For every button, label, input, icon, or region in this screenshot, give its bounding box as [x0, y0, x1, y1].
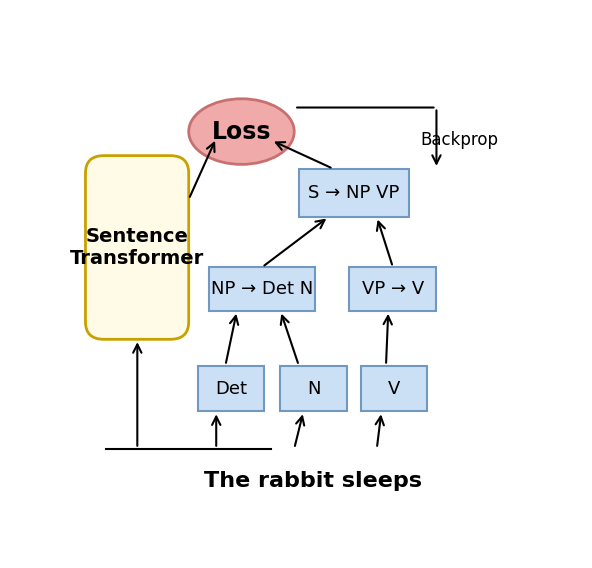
Text: Sentence
Transformer: Sentence Transformer [70, 227, 204, 268]
Text: NP → Det N: NP → Det N [211, 280, 313, 298]
FancyBboxPatch shape [281, 366, 347, 411]
FancyBboxPatch shape [198, 366, 265, 411]
Ellipse shape [189, 99, 294, 164]
Text: V: V [388, 379, 400, 398]
FancyBboxPatch shape [210, 267, 315, 311]
FancyBboxPatch shape [361, 366, 427, 411]
Text: S → NP VP: S → NP VP [308, 184, 400, 202]
Text: VP → V: VP → V [362, 280, 424, 298]
Text: The rabbit sleeps: The rabbit sleeps [204, 471, 422, 491]
FancyBboxPatch shape [85, 156, 189, 339]
Text: Det: Det [215, 379, 247, 398]
FancyBboxPatch shape [349, 267, 436, 311]
Text: Backprop: Backprop [420, 131, 498, 149]
FancyBboxPatch shape [299, 169, 409, 217]
Text: Loss: Loss [212, 120, 271, 144]
Text: N: N [307, 379, 320, 398]
